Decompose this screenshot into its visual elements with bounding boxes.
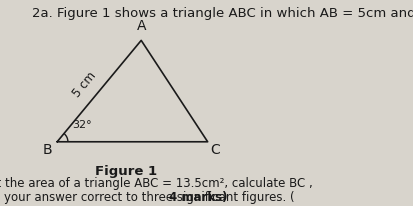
Text: 4 marks): 4 marks) bbox=[169, 191, 227, 204]
Text: Given that the area of a triangle ABC = 13.5cm², calculate BC ,: Given that the area of a triangle ABC = … bbox=[0, 177, 312, 190]
Text: 5 cm: 5 cm bbox=[70, 70, 98, 100]
Text: leaving your answer correct to three significant figures. (: leaving your answer correct to three sig… bbox=[0, 191, 294, 204]
Text: A: A bbox=[136, 19, 146, 33]
Text: Figure 1: Figure 1 bbox=[94, 165, 156, 178]
Text: 32°: 32° bbox=[71, 120, 91, 130]
Text: 2a. Figure 1 shows a triangle ABC in which AB = 5cm and angle ABC = 32°.: 2a. Figure 1 shows a triangle ABC in whi… bbox=[32, 7, 413, 20]
Text: C: C bbox=[209, 143, 219, 157]
Text: B: B bbox=[43, 143, 52, 157]
